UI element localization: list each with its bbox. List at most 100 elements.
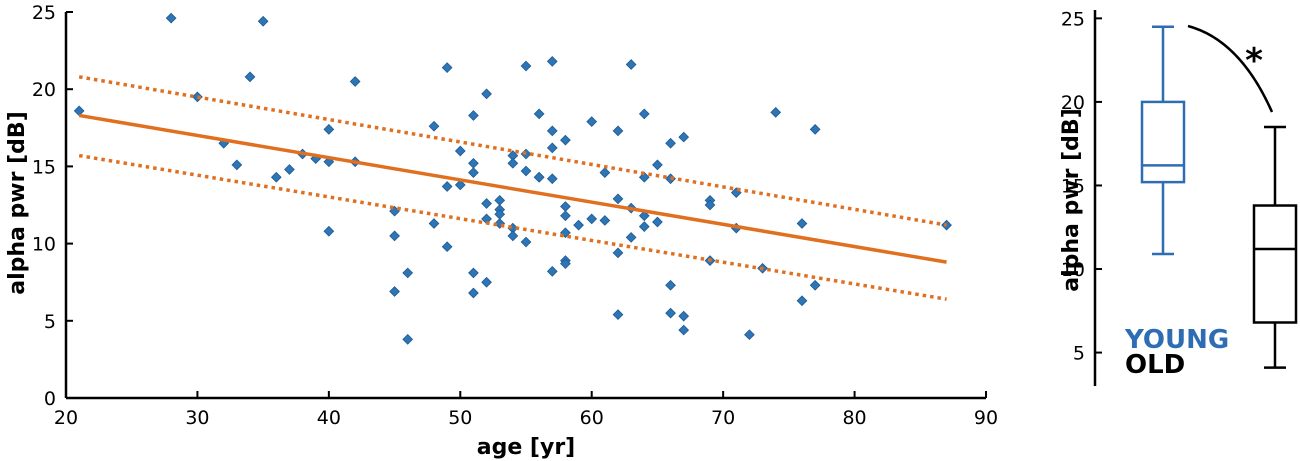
box-y-tick-label: 15 (1061, 175, 1085, 197)
data-point (389, 230, 400, 242)
data-point (560, 258, 571, 270)
boxes (1140, 25, 1298, 369)
box-old (1252, 125, 1298, 369)
data-point (481, 88, 492, 100)
data-point (678, 324, 690, 336)
x-tick-label: 40 (317, 407, 341, 429)
data-point (494, 218, 506, 229)
data-point (652, 159, 663, 171)
x-tick-label: 80 (842, 407, 866, 429)
legend-old: OLD (1125, 350, 1185, 380)
data-point (560, 134, 571, 146)
data-point (454, 179, 466, 191)
data-point (441, 241, 453, 253)
data-point (428, 218, 440, 229)
data-point (612, 247, 624, 259)
data-point (546, 142, 558, 154)
data-point (638, 108, 650, 120)
x-tick-label: 70 (711, 407, 735, 429)
y-ticks: 0 5 10 15 20 25 (32, 2, 73, 410)
data-point (428, 120, 440, 132)
data-point (665, 137, 676, 149)
data-point (468, 110, 479, 121)
data-point (770, 106, 782, 118)
x-tick-label: 30 (185, 407, 209, 429)
data-point (481, 198, 492, 209)
scatter-points (73, 12, 952, 345)
data-point (599, 167, 611, 178)
box-y-ticks: 5 10 15 20 25 (1061, 8, 1102, 365)
fit-line (78, 113, 947, 264)
data-point (560, 201, 571, 212)
data-point (546, 173, 558, 185)
data-point (638, 210, 650, 222)
y-tick-label: 0 (44, 388, 56, 410)
data-point (573, 219, 584, 231)
data-point (468, 287, 479, 299)
box-y-tick-label: 20 (1061, 92, 1085, 114)
data-point (468, 157, 479, 169)
x-tick-label: 50 (448, 407, 472, 429)
data-point (441, 181, 453, 192)
data-point (270, 171, 282, 183)
data-point (192, 91, 203, 103)
data-point (625, 59, 637, 70)
iqr-box (1140, 100, 1186, 184)
data-point (441, 62, 453, 73)
y-tick-label: 5 (44, 311, 56, 333)
box-y-axis-label: alpha pwr [dB] (1059, 108, 1084, 292)
data-point (520, 60, 532, 72)
data-point (665, 279, 676, 291)
legend-young: YOUNG (1124, 325, 1229, 355)
x-tick-label: 90 (974, 407, 998, 429)
data-point (507, 230, 519, 242)
data-point (560, 227, 571, 239)
data-point (402, 333, 414, 345)
data-point (612, 193, 624, 205)
data-point (231, 159, 243, 171)
data-point (520, 236, 532, 248)
data-point (257, 15, 269, 27)
data-point (652, 216, 663, 228)
data-point (533, 171, 545, 183)
data-point (284, 164, 295, 175)
regression-lines (78, 75, 947, 301)
y-tick-label: 15 (32, 156, 56, 178)
data-point (533, 108, 545, 120)
data-point (349, 76, 361, 87)
data-point (323, 225, 335, 237)
data-point (468, 167, 479, 178)
data-point (809, 123, 821, 135)
data-point (638, 221, 650, 232)
box-y-tick-label: 25 (1061, 8, 1085, 30)
data-point (665, 307, 676, 319)
data-point (678, 310, 690, 322)
data-point (586, 213, 598, 225)
data-point (454, 145, 466, 157)
data-point (599, 215, 611, 226)
data-point (507, 157, 519, 169)
data-point (520, 165, 532, 177)
data-point (612, 309, 624, 320)
y-tick-label: 20 (32, 79, 56, 101)
y-tick-label: 25 (32, 2, 56, 24)
data-point (468, 267, 479, 279)
x-tick-label: 60 (580, 407, 604, 429)
significance-star: * (1245, 41, 1263, 81)
data-point (402, 267, 414, 279)
data-point (638, 171, 650, 183)
data-point (323, 156, 335, 168)
data-point (796, 218, 808, 229)
box-young (1140, 25, 1186, 256)
data-point (494, 195, 506, 206)
y-tick-label: 10 (32, 234, 56, 256)
data-point (809, 279, 821, 291)
data-point (546, 56, 558, 67)
data-point (586, 116, 598, 127)
data-point (389, 286, 400, 297)
x-ticks: 20 30 40 50 60 70 80 90 (54, 391, 998, 429)
data-point (73, 105, 85, 117)
data-point (704, 199, 716, 211)
data-point (744, 329, 755, 341)
